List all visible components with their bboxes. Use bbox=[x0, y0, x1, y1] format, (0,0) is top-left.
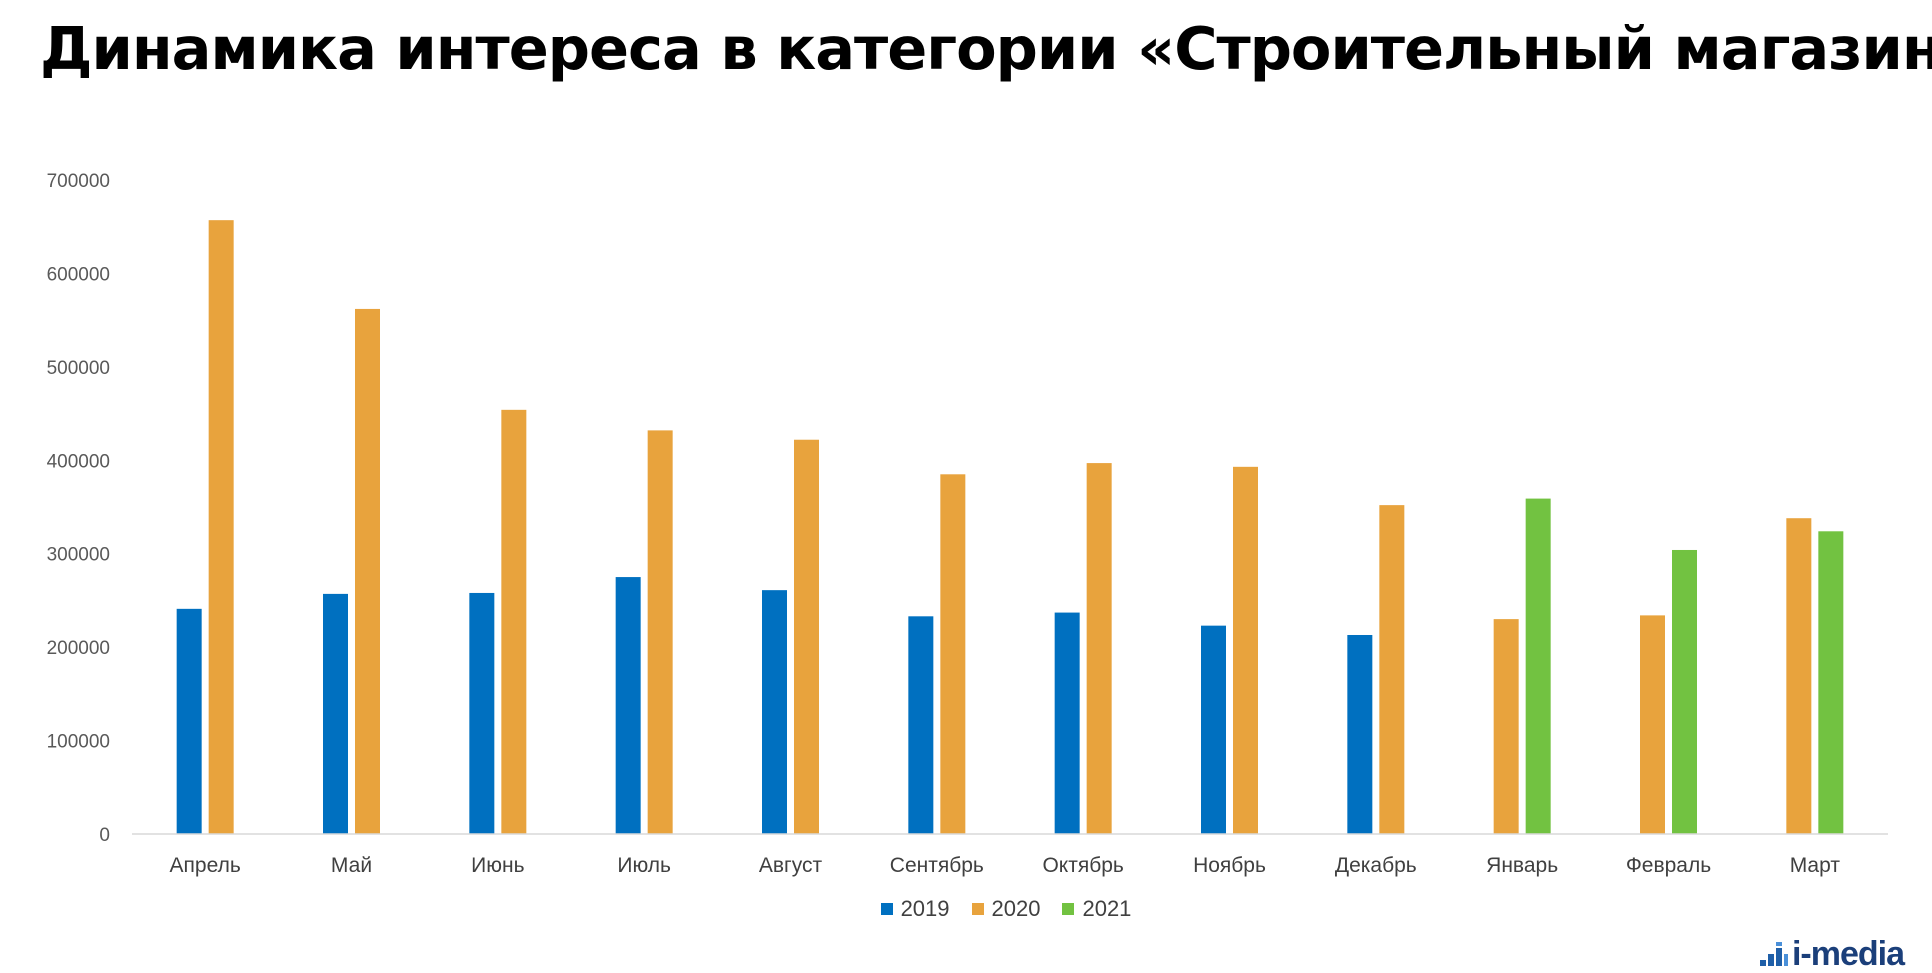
y-tick-label: 200000 bbox=[47, 638, 110, 659]
legend-swatch-2021 bbox=[1062, 903, 1075, 915]
y-tick-label: 600000 bbox=[47, 264, 110, 285]
legend-label-2019: 2019 bbox=[900, 896, 950, 921]
bar-2020-Август bbox=[794, 439, 819, 834]
bar-2020-Март bbox=[1786, 518, 1812, 834]
bar-2020-Май bbox=[355, 308, 380, 835]
bar-2021-Март bbox=[1818, 531, 1844, 834]
legend-item-2019[interactable]: 2019 bbox=[880, 896, 950, 922]
i-media-logo: i-media bbox=[1759, 935, 1905, 973]
x-tick-label: Январь bbox=[1486, 854, 1558, 877]
y-tick-label: 100000 bbox=[47, 732, 110, 753]
x-tick-label: Июль bbox=[617, 854, 671, 877]
x-tick-label: Май bbox=[331, 854, 372, 877]
bar-2020-Октябрь bbox=[1086, 463, 1112, 834]
bar-2020-Июль bbox=[647, 430, 673, 834]
legend-label-2021: 2021 bbox=[1082, 896, 1132, 921]
x-tick-label: Ноябрь bbox=[1193, 854, 1266, 877]
legend-swatch-2020 bbox=[971, 903, 984, 915]
bar-2020-Сентябрь bbox=[940, 474, 966, 834]
legend-item-2021[interactable]: 2021 bbox=[1062, 896, 1131, 922]
i-media-logo-icon bbox=[1759, 942, 1788, 968]
x-tick-label: Февраль bbox=[1626, 854, 1711, 877]
bar-2020-Февраль bbox=[1640, 615, 1665, 834]
bar-2019-Декабрь bbox=[1347, 634, 1373, 834]
y-tick-label: 0 bbox=[99, 825, 110, 846]
x-axis: Апрель Май Июнь Июль Август Сентябрь Октябрь Но… bbox=[132, 833, 1888, 877]
legend-swatch-2019 bbox=[880, 903, 893, 915]
x-tick-label: Март bbox=[1790, 854, 1841, 877]
y-tick-label: 700000 bbox=[47, 171, 110, 192]
bar-2019-Сентябрь bbox=[908, 616, 934, 834]
legend-label-2020: 2020 bbox=[991, 896, 1041, 921]
legend-item-2020[interactable]: 2020 bbox=[971, 896, 1041, 922]
bar-2019-Июль bbox=[615, 577, 641, 834]
y-tick-label: 300000 bbox=[47, 545, 110, 566]
bar-2021-Январь bbox=[1525, 498, 1551, 834]
i-media-logo-text: i-media bbox=[1791, 935, 1905, 973]
bar-2019-Июнь bbox=[469, 592, 495, 834]
x-tick-label: Сентябрь bbox=[890, 854, 984, 877]
bar-2019-Август bbox=[762, 590, 787, 834]
chart-legend: 2019 2020 2021 bbox=[0, 896, 1932, 922]
bar-2019-Октябрь bbox=[1054, 612, 1080, 834]
x-tick-label: Август bbox=[759, 854, 823, 877]
x-tick-label: Июнь bbox=[471, 854, 524, 877]
bar-2021-Февраль bbox=[1672, 549, 1697, 834]
y-axis: 0 100000 200000 300000 400000 500000 600000 700… bbox=[47, 171, 110, 846]
bar-2020-Июнь bbox=[501, 409, 527, 834]
page-title: Динамика интереса в категории «Строитель… bbox=[40, 14, 1932, 83]
bar-2019-Май bbox=[323, 593, 348, 834]
bar-2019-Апрель bbox=[176, 608, 202, 834]
bar-2019-Ноябрь bbox=[1201, 625, 1226, 834]
bar-2020-Апрель bbox=[208, 220, 234, 834]
y-tick-label: 400000 bbox=[47, 451, 110, 472]
bar-2020-Декабрь bbox=[1379, 505, 1405, 834]
y-tick-label: 500000 bbox=[47, 358, 110, 379]
x-tick-label: Апрель bbox=[170, 854, 241, 877]
bar-2020-Январь bbox=[1493, 619, 1519, 834]
bar-chart: 0 100000 200000 300000 400000 500000 600000 700… bbox=[47, 171, 1888, 877]
bars bbox=[176, 220, 1844, 835]
x-tick-label: Октябрь bbox=[1042, 854, 1123, 877]
x-tick-label: Декабрь bbox=[1335, 854, 1417, 877]
bar-2020-Ноябрь bbox=[1233, 466, 1258, 834]
